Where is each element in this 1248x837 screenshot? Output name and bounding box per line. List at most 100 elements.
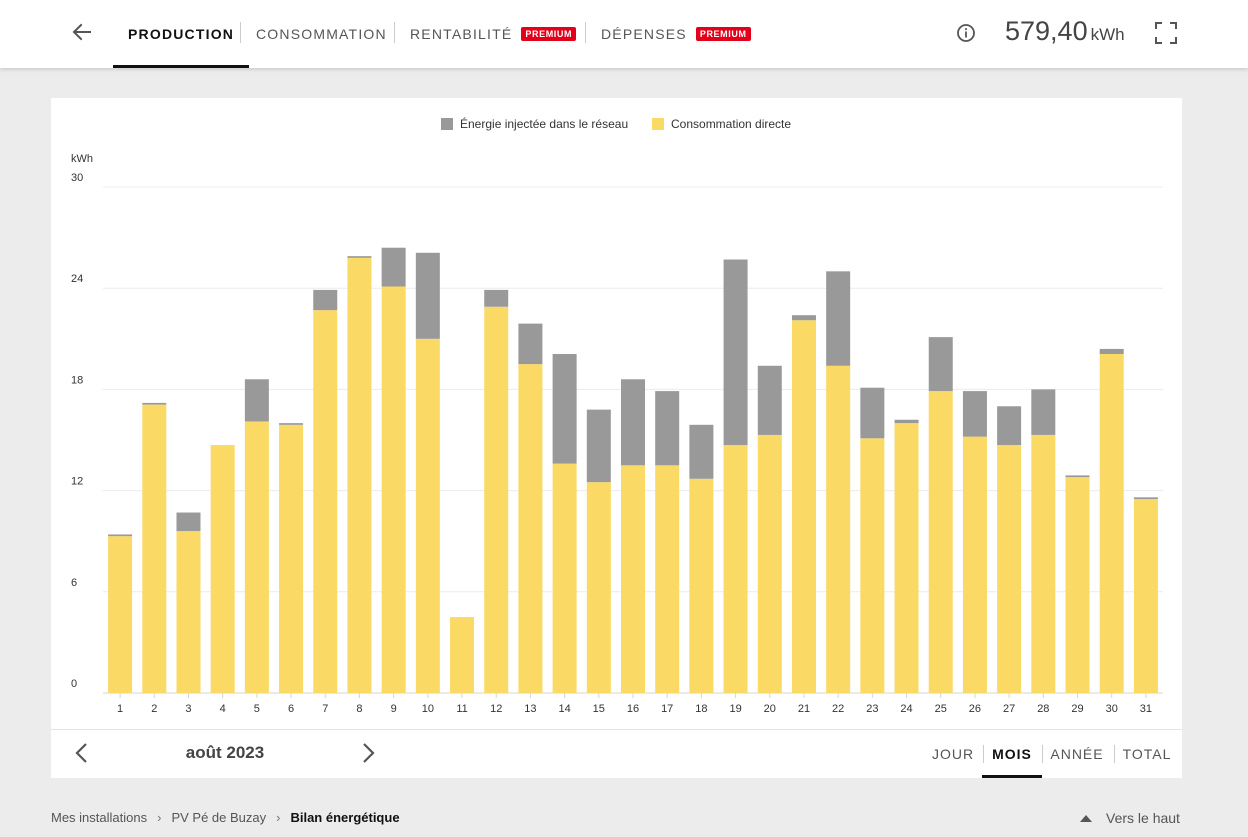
bar-energie-injectee[interactable]	[997, 406, 1022, 446]
bar-consommation-directe[interactable]	[1099, 353, 1124, 693]
bar-consommation-directe[interactable]	[552, 463, 577, 693]
bar-consommation-directe[interactable]	[723, 445, 748, 693]
bar-energie-injectee[interactable]	[689, 424, 714, 479]
bar-energie-injectee[interactable]	[757, 365, 782, 435]
info-icon[interactable]	[956, 23, 976, 43]
premium-badge: PREMIUM	[521, 27, 577, 41]
x-tick-label: 18	[695, 703, 707, 715]
bar-consommation-directe[interactable]	[1133, 499, 1158, 693]
bar-consommation-directe[interactable]	[244, 421, 269, 693]
bar-consommation-directe[interactable]	[176, 531, 201, 693]
x-tick-label: 7	[322, 703, 328, 715]
period-mois[interactable]: MOIS	[982, 730, 1042, 778]
bar-energie-injectee[interactable]	[347, 256, 372, 258]
period-divider	[1042, 745, 1043, 763]
bar-energie-injectee[interactable]	[962, 391, 987, 437]
bar-consommation-directe[interactable]	[1065, 477, 1090, 693]
bar-energie-injectee[interactable]	[621, 379, 645, 466]
bar-consommation-directe[interactable]	[962, 436, 987, 693]
x-tick-label: 31	[1140, 703, 1152, 715]
breadcrumb-current: Bilan énergétique	[290, 810, 400, 825]
tab-production-label: PRODUCTION	[128, 26, 235, 42]
bar-energie-injectee[interactable]	[176, 512, 201, 532]
bar-consommation-directe[interactable]	[928, 391, 953, 693]
bar-energie-injectee[interactable]	[381, 247, 406, 287]
x-tick-label: 21	[798, 703, 810, 715]
bar-energie-injectee[interactable]	[518, 323, 543, 365]
bar-energie-injectee[interactable]	[1099, 348, 1124, 354]
scroll-to-top-link[interactable]: Vers le haut	[1080, 810, 1180, 826]
bar-energie-injectee[interactable]	[1065, 475, 1090, 478]
bar-energie-injectee[interactable]	[860, 387, 885, 439]
bar-energie-injectee[interactable]	[279, 423, 304, 425]
x-tick-label: 14	[558, 703, 570, 715]
bar-energie-injectee[interactable]	[1133, 497, 1158, 500]
bar-energie-injectee[interactable]	[791, 315, 816, 321]
bar-energie-injectee[interactable]	[552, 353, 577, 464]
breadcrumb-item-installations[interactable]: Mes installations	[51, 810, 148, 825]
bar-consommation-directe[interactable]	[655, 465, 680, 693]
bar-consommation-directe[interactable]	[894, 423, 919, 693]
tab-depenses[interactable]: DÉPENSES PREMIUM	[601, 0, 751, 68]
period-total[interactable]: TOTAL	[1117, 730, 1177, 778]
bar-consommation-directe[interactable]	[791, 320, 816, 693]
x-tick-label: 5	[254, 703, 260, 715]
bar-consommation-directe[interactable]	[210, 445, 235, 693]
period-annee-label: ANNÉE	[1050, 746, 1104, 762]
chevron-right-icon[interactable]	[357, 741, 379, 765]
bar-consommation-directe[interactable]	[586, 482, 611, 693]
bar-consommation-directe[interactable]	[313, 310, 338, 693]
bar-consommation-directe[interactable]	[381, 286, 406, 693]
arrow-left-icon[interactable]	[70, 20, 94, 44]
fullscreen-icon[interactable]	[1154, 21, 1178, 45]
period-jour[interactable]: JOUR	[927, 730, 979, 778]
bar-energie-injectee[interactable]	[655, 391, 680, 466]
bar-energie-injectee[interactable]	[415, 252, 440, 339]
bar-energie-injectee[interactable]	[894, 419, 919, 424]
bar-consommation-directe[interactable]	[689, 478, 714, 693]
bar-consommation-directe[interactable]	[142, 404, 167, 693]
bar-consommation-directe[interactable]	[415, 338, 440, 693]
energy-chart-card: Énergie injectée dans le réseau Consomma…	[51, 98, 1182, 778]
bar-consommation-directe[interactable]	[347, 257, 372, 693]
bar-energie-injectee[interactable]	[586, 409, 611, 483]
x-tick-label: 29	[1071, 703, 1083, 715]
x-tick-label: 3	[185, 703, 191, 715]
tab-divider	[585, 22, 586, 43]
x-tick-label: 9	[391, 703, 397, 715]
x-tick-label: 20	[764, 703, 776, 715]
bar-consommation-directe[interactable]	[621, 465, 645, 693]
x-tick-label: 10	[422, 703, 434, 715]
bar-energie-injectee[interactable]	[313, 289, 338, 311]
bar-consommation-directe[interactable]	[826, 365, 851, 693]
x-tick-label: 13	[524, 703, 536, 715]
bar-energie-injectee[interactable]	[723, 259, 748, 446]
bar-energie-injectee[interactable]	[484, 289, 509, 307]
bar-energie-injectee[interactable]	[826, 271, 851, 366]
tab-rentabilite[interactable]: RENTABILITÉ PREMIUM	[410, 0, 577, 68]
bar-energie-injectee[interactable]	[1031, 389, 1056, 435]
bar-consommation-directe[interactable]	[518, 364, 543, 693]
tab-rentabilite-label: RENTABILITÉ	[410, 26, 513, 42]
tab-divider	[394, 22, 395, 43]
bar-consommation-directe[interactable]	[757, 434, 782, 693]
x-tick-label: 16	[627, 703, 639, 715]
tab-consommation[interactable]: CONSOMMATION	[256, 0, 387, 68]
bar-consommation-directe[interactable]	[108, 536, 133, 693]
bar-consommation-directe[interactable]	[450, 617, 475, 693]
breadcrumb-item-installation[interactable]: PV Pé de Buzay	[171, 810, 267, 825]
bar-consommation-directe[interactable]	[279, 424, 304, 693]
bar-consommation-directe[interactable]	[484, 306, 509, 693]
chevron-left-icon[interactable]	[71, 741, 93, 765]
tab-production[interactable]: PRODUCTION	[113, 0, 250, 68]
bar-energie-injectee[interactable]	[142, 402, 167, 405]
bar-energie-injectee[interactable]	[244, 379, 269, 422]
bar-energie-injectee[interactable]	[108, 534, 133, 537]
bar-consommation-directe[interactable]	[997, 445, 1022, 693]
bar-energie-injectee[interactable]	[928, 337, 953, 392]
x-tick-label: 11	[456, 703, 467, 715]
bar-consommation-directe[interactable]	[1031, 434, 1056, 693]
period-annee[interactable]: ANNÉE	[1046, 730, 1108, 778]
x-tick-label: 19	[729, 703, 741, 715]
bar-consommation-directe[interactable]	[860, 438, 885, 693]
